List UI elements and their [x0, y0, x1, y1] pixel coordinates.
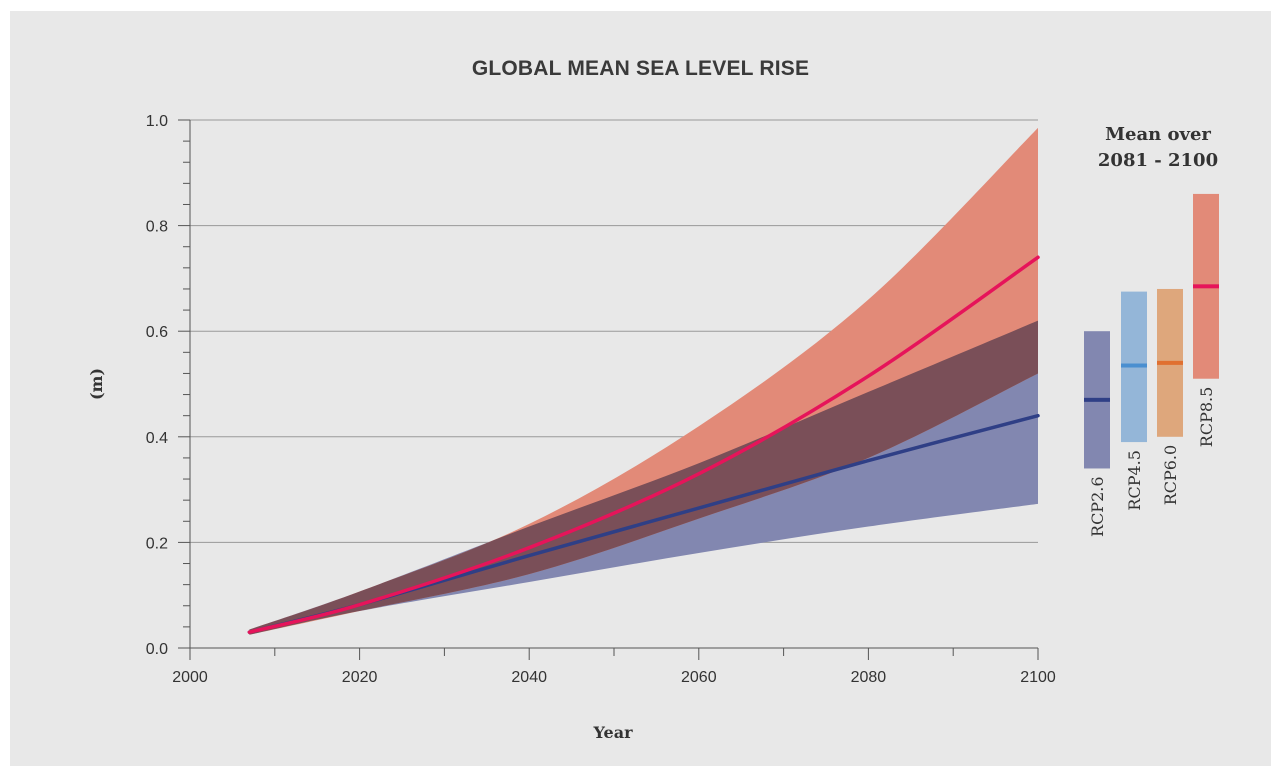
legend-mean-rcp60: [1157, 360, 1183, 365]
x-tick-label: 2020: [342, 669, 378, 686]
y-tick-label: 0.4: [146, 430, 168, 447]
y-tick-label: 0.2: [146, 535, 168, 552]
x-tick-label: 2040: [511, 669, 547, 686]
axes: 0.0 0.2 0.4 0.6 0.8 1.0 2000 2020 2040 2060 2080 21…: [146, 113, 1056, 686]
chart-title: GLOBAL MEAN SEA LEVEL RISE: [471, 57, 810, 80]
y-axis-title: (m): [87, 368, 106, 400]
legend-label-rcp26: RCP2.6: [1088, 476, 1107, 536]
y-tick-label: 0.8: [146, 219, 168, 236]
x-tick-label: 2060: [681, 669, 717, 686]
x-tick-label: 2080: [851, 669, 887, 686]
legend-mean-rcp85: [1193, 284, 1219, 289]
legend-label-rcp45: RCP4.5: [1125, 450, 1144, 511]
legend-mean-rcp26: [1084, 397, 1110, 402]
x-tick-label: 2000: [172, 669, 208, 686]
legend-label-rcp60: RCP6.0: [1161, 445, 1180, 506]
line-rcp85: [247, 255, 1040, 634]
legend-title-line2: 2081 - 2100: [1098, 150, 1218, 171]
legend-mean-rcp45: [1121, 363, 1147, 368]
series-lines: [247, 255, 1040, 634]
x-axis-title: Year: [592, 723, 633, 742]
uncertainty-bands: [249, 127, 1039, 635]
mean-legend: Mean over 2081 - 2100 RCP2.6 RCP4.5 RCP6.0 RC…: [1084, 124, 1219, 537]
y-tick-label: 0.6: [146, 324, 168, 341]
chart-panel: [10, 11, 1271, 766]
legend-title-line1: Mean over: [1105, 124, 1211, 145]
legend-label-rcp85: RCP8.5: [1197, 387, 1216, 448]
x-tick-label: 2100: [1020, 669, 1056, 686]
y-tick-label: 0.0: [146, 641, 168, 658]
y-tick-label: 1.0: [146, 113, 168, 130]
